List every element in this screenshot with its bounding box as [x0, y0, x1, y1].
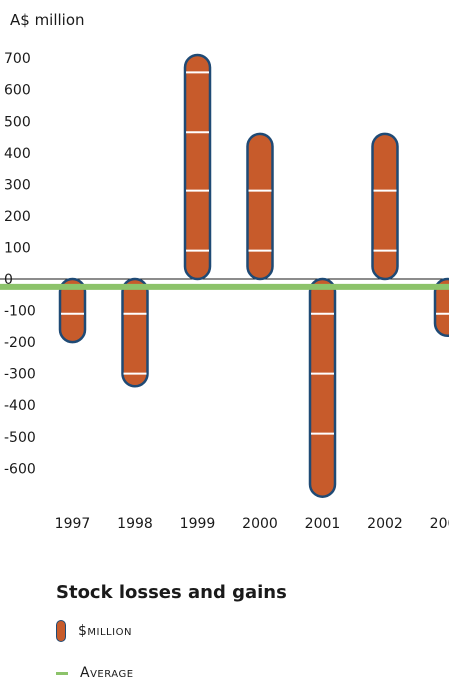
bar-1999	[183, 53, 212, 281]
legend-label-million: $million	[78, 623, 132, 639]
x-tick-label: 2002	[367, 516, 403, 532]
y-tick-label: 100	[4, 240, 31, 256]
y-unit-label: A$ million	[10, 11, 85, 29]
bar-2003	[433, 277, 449, 338]
bar	[246, 132, 274, 281]
bar-2001	[308, 277, 337, 498]
y-tick-label: -600	[4, 461, 36, 477]
x-tick-label: 1998	[117, 516, 153, 532]
bar	[308, 277, 337, 498]
y-tick-label: 700	[4, 51, 31, 67]
bar	[371, 132, 399, 281]
y-tick-label: 600	[4, 83, 31, 99]
average-swatch-icon	[56, 671, 68, 675]
y-tick-label: -200	[4, 335, 36, 351]
bar	[58, 277, 87, 344]
y-tick-label: 300	[4, 177, 31, 193]
legend-label-average: Average	[80, 665, 134, 681]
bar-2002	[371, 132, 399, 281]
y-tick-label: 0	[4, 272, 13, 288]
y-tick-label: 500	[4, 114, 31, 130]
bar	[121, 277, 149, 388]
y-tick-label: 400	[4, 146, 31, 162]
y-tick-label: -400	[4, 398, 36, 414]
bar-1997	[58, 277, 87, 344]
bar-swatch-icon	[56, 620, 66, 642]
y-tick-label: -500	[4, 430, 36, 446]
x-tick-label: 2003	[430, 516, 449, 532]
chart: A$ million 700 600 500 400 300 200 100 0 -100 -20…	[0, 11, 449, 532]
bar	[433, 277, 449, 338]
legend-title: Stock losses and gains	[56, 582, 287, 603]
y-tick-label: -100	[4, 304, 36, 320]
bar	[183, 53, 212, 281]
bar-2000	[246, 132, 274, 281]
x-tick-label: 1999	[180, 516, 216, 532]
legend-item-million: $million	[56, 620, 132, 642]
y-tick-label: -300	[4, 367, 36, 383]
x-tick-label: 2001	[305, 516, 341, 532]
x-tick-label: 2000	[242, 516, 278, 532]
y-tick-label: 200	[4, 209, 31, 225]
bar-1998	[121, 277, 149, 388]
x-tick-label: 1997	[55, 516, 91, 532]
legend-item-average: Average	[56, 665, 134, 681]
